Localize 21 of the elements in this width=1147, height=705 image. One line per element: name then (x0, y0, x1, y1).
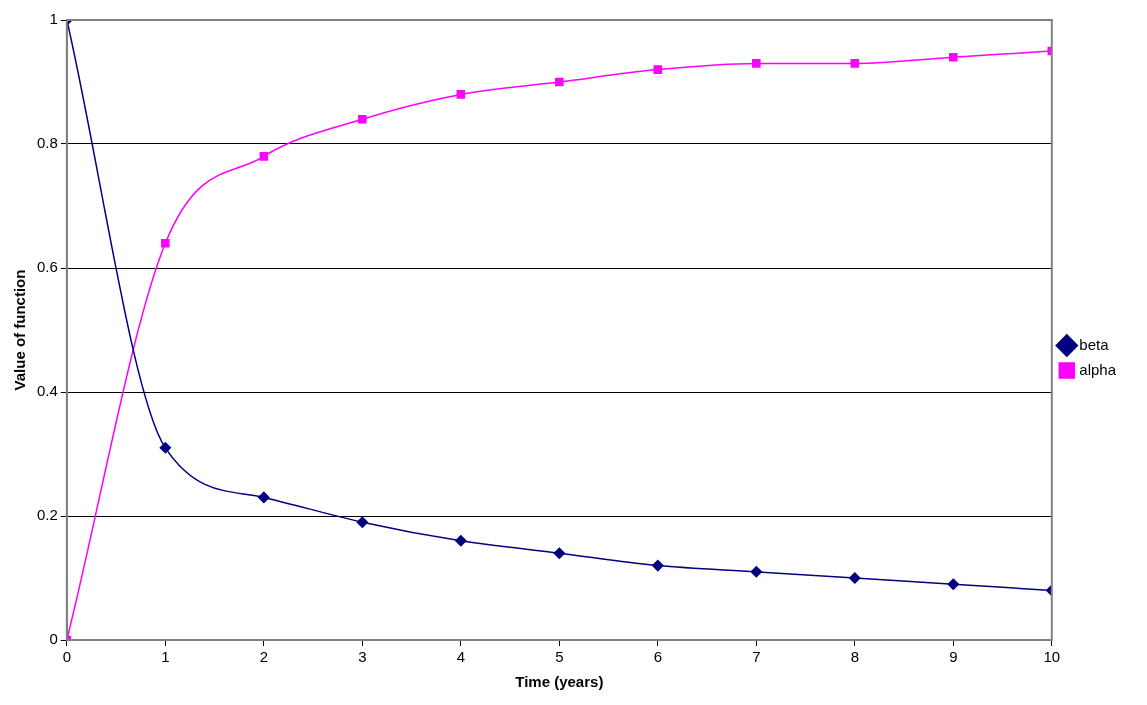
x-tick-label: 3 (358, 648, 367, 666)
x-tick-label: 4 (456, 648, 465, 666)
x-tick-label: 1 (161, 648, 170, 666)
y-tick-label: 0 (49, 630, 58, 648)
x-tick-label: 8 (850, 648, 859, 666)
x-tick-label: 10 (1043, 648, 1061, 666)
y-axis-title: Value of function (11, 269, 29, 391)
x-tick-label: 5 (555, 648, 564, 666)
x-tick-label: 9 (949, 648, 958, 666)
x-tick-label: 6 (653, 648, 662, 666)
legend-label: alpha (1079, 360, 1117, 378)
y-tick-label: 1 (49, 10, 58, 28)
legend-label: beta (1079, 335, 1110, 353)
y-tick-label: 0.6 (36, 258, 58, 276)
y-tick-label: 0.8 (36, 134, 58, 152)
x-tick-label: 0 (62, 648, 72, 666)
x-tick-label: 7 (752, 648, 761, 666)
x-tick-label: 2 (259, 648, 269, 666)
y-tick-label: 0.2 (36, 506, 58, 524)
x-axis-title: Time (years) (515, 673, 604, 691)
y-tick-label: 0.4 (36, 382, 58, 400)
